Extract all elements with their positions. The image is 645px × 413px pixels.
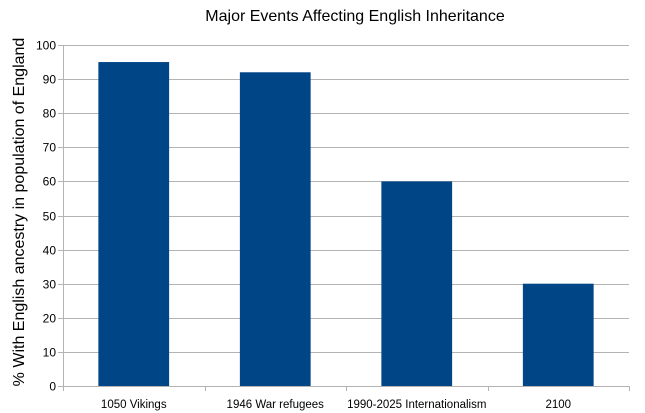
y-tick-label: 80 <box>43 107 57 121</box>
y-tick-label: 70 <box>43 141 57 155</box>
x-tick-label: 1946 War refugees <box>227 399 325 411</box>
y-tick-label: 10 <box>43 346 57 360</box>
y-tick-label: 90 <box>43 73 57 87</box>
bars <box>98 62 594 387</box>
axes <box>58 45 630 391</box>
bar <box>381 181 453 386</box>
x-tick-label: 1050 Vikings <box>101 399 167 411</box>
bar <box>98 62 170 387</box>
y-tick-label: 40 <box>43 244 57 258</box>
x-tick-label: 2100 <box>545 399 571 411</box>
y-tick-label: 30 <box>43 278 57 292</box>
bar <box>522 283 594 386</box>
y-tick-label: 0 <box>49 380 56 394</box>
x-tick-label: 1990-2025 Internationalism <box>347 399 486 411</box>
chart-title: Major Events Affecting English Inheritan… <box>205 8 505 25</box>
bar <box>239 72 311 386</box>
y-tick-label: 60 <box>43 175 57 189</box>
y-tick-labels: 0 10 20 30 40 50 60 70 80 90 100 <box>36 39 56 394</box>
y-tick-label: 50 <box>43 210 57 224</box>
y-tick-label: 20 <box>43 312 57 326</box>
x-tick-labels: 1050 Vikings 1946 War refugees 1990-2025 I… <box>101 399 571 411</box>
y-axis-label: % With English ancestry in population of… <box>11 38 28 387</box>
y-tick-label: 100 <box>36 39 56 53</box>
